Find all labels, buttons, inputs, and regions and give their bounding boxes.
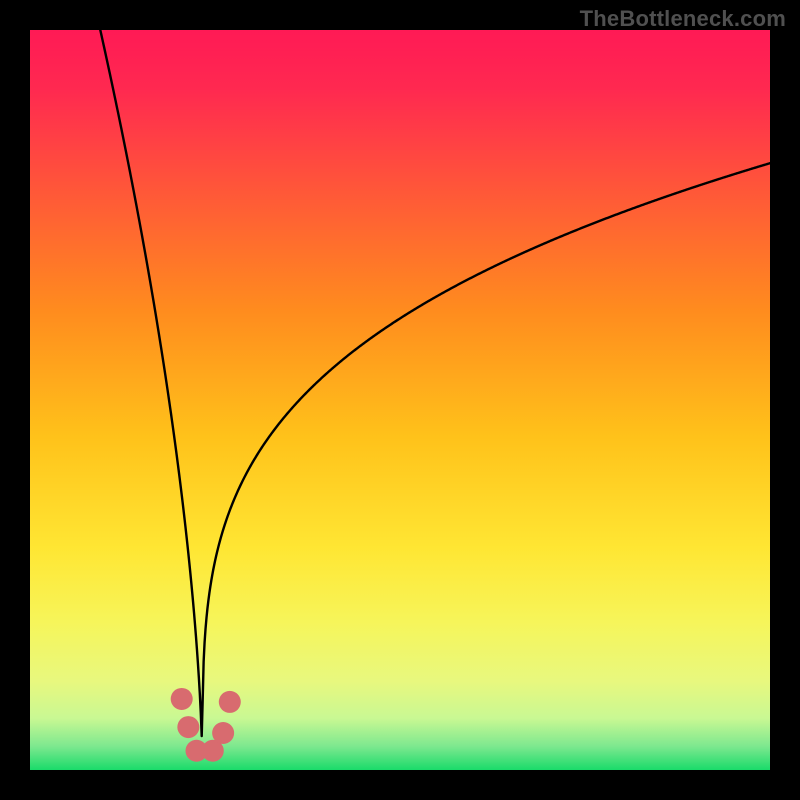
stage: TheBottleneck.com (0, 0, 800, 800)
curve-marker (219, 691, 241, 713)
curve-marker (171, 688, 193, 710)
curve-marker (212, 722, 234, 744)
curve-marker (177, 716, 199, 738)
plot-background-gradient (30, 30, 770, 770)
chart-svg (0, 0, 800, 800)
